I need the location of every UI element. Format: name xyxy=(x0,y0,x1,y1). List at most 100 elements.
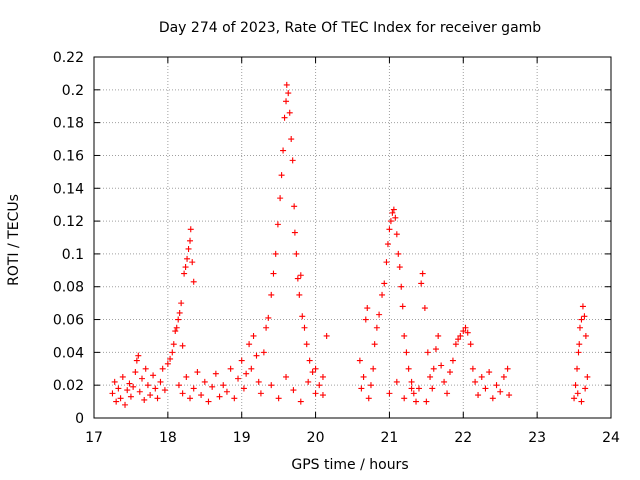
data-point xyxy=(319,373,326,380)
data-point xyxy=(386,226,393,233)
data-point xyxy=(283,373,290,380)
data-point xyxy=(367,382,374,389)
data-point xyxy=(113,398,120,405)
data-point xyxy=(429,385,436,392)
data-point xyxy=(235,375,242,382)
data-point xyxy=(574,365,581,372)
data-point xyxy=(408,385,415,392)
data-point xyxy=(248,365,255,372)
data-point xyxy=(386,390,393,397)
y-tick-label: 0.22 xyxy=(53,50,84,66)
data-point xyxy=(161,387,168,394)
data-point xyxy=(389,209,396,216)
y-tick-label: 0.12 xyxy=(53,214,84,230)
data-point xyxy=(403,349,410,356)
data-point xyxy=(418,280,425,287)
data-point xyxy=(278,172,285,179)
data-point xyxy=(396,264,403,271)
data-point xyxy=(478,373,485,380)
data-point xyxy=(393,231,400,238)
data-point xyxy=(316,382,323,389)
y-tick-label: 0.18 xyxy=(53,116,84,132)
data-point xyxy=(201,378,208,385)
data-point xyxy=(263,324,270,331)
data-point xyxy=(296,291,303,298)
data-point xyxy=(176,309,183,316)
data-point xyxy=(401,395,408,402)
data-point xyxy=(124,387,131,394)
data-point xyxy=(582,385,589,392)
data-point xyxy=(170,341,177,348)
data-point xyxy=(399,303,406,310)
data-point xyxy=(424,349,431,356)
y-tick-label: 0.16 xyxy=(53,148,84,164)
data-point xyxy=(360,373,367,380)
data-point xyxy=(179,390,186,397)
y-tick-label: 0.1 xyxy=(62,247,84,263)
data-point xyxy=(379,291,386,298)
data-point xyxy=(305,378,312,385)
data-point xyxy=(117,395,124,402)
data-point xyxy=(281,114,288,121)
data-point xyxy=(187,395,194,402)
data-point xyxy=(415,385,422,392)
data-point xyxy=(216,393,223,400)
data-point xyxy=(243,370,250,377)
data-point xyxy=(581,313,588,320)
chart-title: Day 274 of 2023, Rate Of TEC Index for r… xyxy=(159,20,541,36)
data-point xyxy=(373,324,380,331)
data-point xyxy=(482,385,489,392)
data-point xyxy=(285,90,292,97)
data-point xyxy=(362,316,369,323)
y-tick-label: 0 xyxy=(75,411,84,427)
data-point xyxy=(290,387,297,394)
data-point xyxy=(190,385,197,392)
data-point xyxy=(240,385,247,392)
data-point xyxy=(419,270,426,277)
data-point xyxy=(384,241,391,248)
data-point xyxy=(309,369,316,376)
data-point xyxy=(286,109,293,116)
data-point xyxy=(430,365,437,372)
data-point xyxy=(283,81,290,88)
data-point xyxy=(185,245,192,252)
data-point xyxy=(423,398,430,405)
data-point xyxy=(579,303,586,310)
data-points xyxy=(109,81,591,408)
data-point xyxy=(115,385,122,392)
y-tick-label: 0.08 xyxy=(53,280,84,296)
data-point xyxy=(136,388,143,395)
data-point xyxy=(126,380,133,387)
data-point xyxy=(319,392,326,399)
data-point xyxy=(390,206,397,213)
data-point xyxy=(288,136,295,143)
data-point xyxy=(111,378,118,385)
data-point xyxy=(398,283,405,290)
data-point xyxy=(381,280,388,287)
y-tick-label: 0.2 xyxy=(62,83,84,99)
data-point xyxy=(167,355,174,362)
x-tick-label: 17 xyxy=(85,430,103,446)
data-point xyxy=(231,395,238,402)
data-point xyxy=(253,352,260,359)
plot-frame xyxy=(93,56,612,419)
data-point xyxy=(435,332,442,339)
data-point xyxy=(127,393,134,400)
data-point xyxy=(438,362,445,369)
data-point xyxy=(198,392,205,399)
data-point xyxy=(189,259,196,266)
data-point xyxy=(578,398,585,405)
data-point xyxy=(122,401,129,408)
data-point xyxy=(472,378,479,385)
data-point xyxy=(179,342,186,349)
data-point xyxy=(582,332,589,339)
data-point xyxy=(376,311,383,318)
data-point xyxy=(303,341,310,348)
data-point xyxy=(141,396,148,403)
data-point xyxy=(178,300,185,307)
data-point xyxy=(270,270,277,277)
data-point xyxy=(370,365,377,372)
data-point xyxy=(277,195,284,202)
data-point xyxy=(469,365,476,372)
data-point xyxy=(187,226,194,233)
